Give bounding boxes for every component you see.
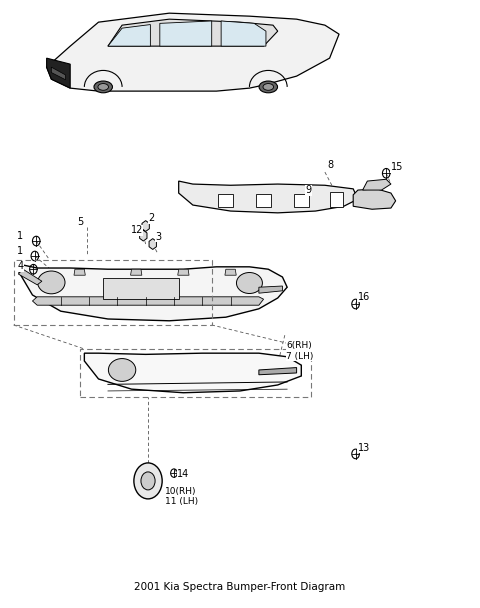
Polygon shape bbox=[18, 269, 42, 285]
Text: 2001 Kia Spectra Bumper-Front Diagram: 2001 Kia Spectra Bumper-Front Diagram bbox=[134, 582, 346, 592]
Bar bbox=[80, 349, 311, 397]
Circle shape bbox=[141, 472, 155, 490]
Polygon shape bbox=[353, 189, 396, 209]
Text: 1: 1 bbox=[17, 246, 24, 256]
Polygon shape bbox=[47, 58, 70, 88]
Text: 13: 13 bbox=[358, 443, 370, 453]
Polygon shape bbox=[259, 286, 282, 293]
Text: 10(RH)
11 (LH): 10(RH) 11 (LH) bbox=[165, 487, 198, 506]
Polygon shape bbox=[259, 368, 297, 375]
Polygon shape bbox=[149, 238, 156, 249]
Text: 1: 1 bbox=[17, 231, 24, 241]
Bar bbox=[218, 195, 233, 207]
Text: 12: 12 bbox=[131, 225, 143, 235]
Polygon shape bbox=[160, 21, 212, 46]
Polygon shape bbox=[178, 269, 189, 275]
Text: 16: 16 bbox=[358, 292, 370, 302]
Polygon shape bbox=[108, 19, 278, 46]
Bar bbox=[294, 195, 309, 207]
Ellipse shape bbox=[37, 271, 65, 294]
Text: 4: 4 bbox=[17, 261, 24, 271]
Text: 15: 15 bbox=[391, 162, 403, 172]
Polygon shape bbox=[33, 297, 264, 305]
Polygon shape bbox=[108, 24, 150, 46]
Ellipse shape bbox=[263, 83, 274, 90]
Text: 5: 5 bbox=[77, 217, 84, 227]
Text: 2: 2 bbox=[148, 213, 154, 223]
Polygon shape bbox=[225, 269, 236, 275]
Polygon shape bbox=[51, 67, 65, 80]
Text: 3: 3 bbox=[155, 232, 161, 242]
Bar bbox=[13, 260, 212, 325]
Ellipse shape bbox=[108, 359, 136, 381]
Polygon shape bbox=[18, 262, 287, 321]
Polygon shape bbox=[84, 353, 301, 393]
Polygon shape bbox=[74, 269, 85, 275]
Polygon shape bbox=[131, 269, 142, 275]
Ellipse shape bbox=[98, 83, 108, 90]
Circle shape bbox=[134, 463, 162, 499]
Polygon shape bbox=[140, 230, 147, 241]
Polygon shape bbox=[142, 221, 149, 232]
Bar bbox=[103, 278, 179, 299]
Text: 6(RH)
7 (LH): 6(RH) 7 (LH) bbox=[286, 341, 313, 361]
Polygon shape bbox=[362, 179, 391, 190]
Ellipse shape bbox=[259, 81, 277, 93]
Ellipse shape bbox=[237, 272, 263, 294]
Text: 9: 9 bbox=[305, 185, 311, 195]
Polygon shape bbox=[221, 21, 266, 46]
Ellipse shape bbox=[94, 81, 112, 93]
Bar bbox=[256, 195, 271, 207]
Polygon shape bbox=[179, 181, 358, 213]
Bar bbox=[330, 193, 343, 207]
Text: 8: 8 bbox=[327, 160, 334, 170]
Text: 14: 14 bbox=[177, 469, 190, 478]
Polygon shape bbox=[47, 13, 339, 91]
